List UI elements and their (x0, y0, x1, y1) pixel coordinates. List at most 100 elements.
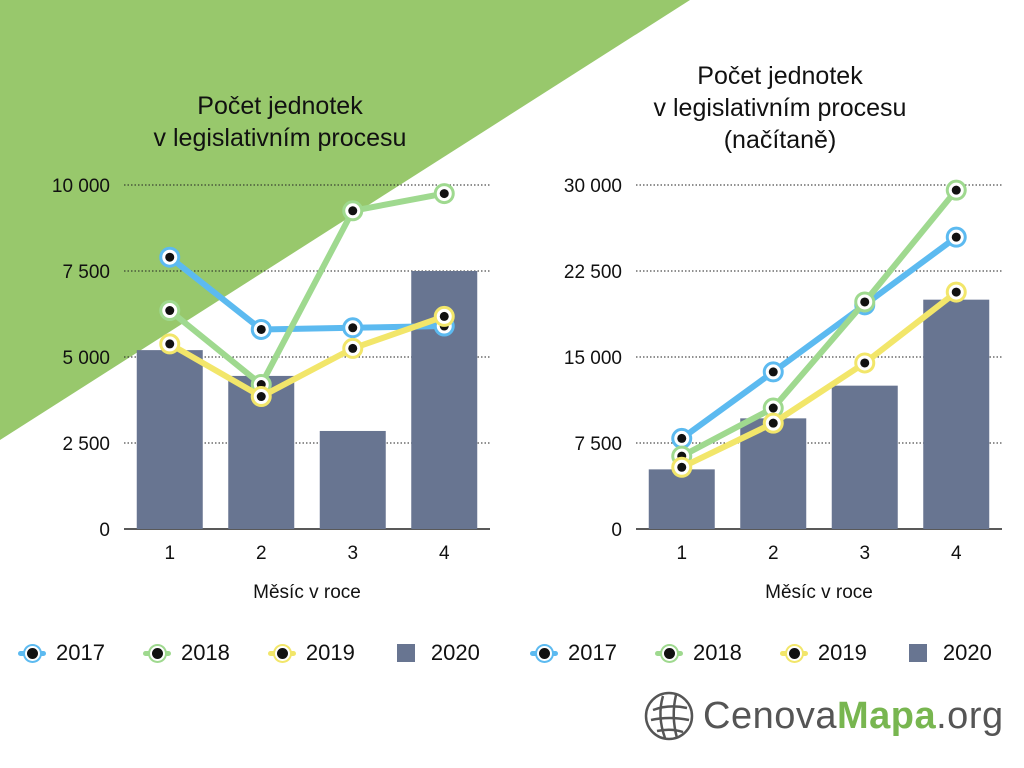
legend-item-2018: 2018 (654, 640, 742, 666)
legend-marker (779, 642, 808, 664)
point-dot (165, 306, 175, 316)
bar (648, 469, 715, 529)
y-tick-label: 7 500 (62, 262, 110, 283)
point-dot (951, 232, 961, 242)
x-tick-label: 3 (859, 543, 870, 564)
legend-marker (654, 642, 683, 664)
data-point (671, 456, 693, 478)
chart-title-left: Počet jednotek v legislativním procesu (60, 90, 500, 154)
point-dot (348, 323, 358, 333)
y-tick-label: 5 000 (62, 348, 110, 369)
line-series-2017 (671, 226, 967, 449)
point-dot (951, 287, 961, 297)
legend-item-2020: 2020 (905, 640, 992, 666)
y-tick-label: 30 000 (564, 176, 622, 197)
bar-series-2020 (648, 299, 990, 529)
point-dot (348, 206, 358, 216)
y-tick-label: 0 (99, 520, 110, 541)
chart-cumulative: 0 7 500 15 000 22 500 30 000 1 2 3 4 Měsíc v roce (564, 176, 1002, 603)
bar (136, 350, 203, 529)
point-dot (256, 392, 266, 402)
legend-label: 2020 (942, 640, 992, 665)
legend-label: 2019 (817, 640, 867, 665)
legend-marker (530, 642, 558, 664)
point-dot (165, 252, 175, 262)
legend-left: 2017 2018 2019 2020 (18, 636, 480, 670)
legend-label: 2020 (430, 640, 480, 665)
point-dot (860, 358, 870, 368)
logo-text: CenovaMapa.org (703, 695, 1004, 738)
data-point (945, 179, 967, 201)
legend-item-2019: 2019 (779, 640, 867, 666)
cenovamapa-logo: CenovaMapa.org (643, 686, 1004, 746)
point-dot (860, 297, 870, 307)
legend-dot (786, 646, 802, 661)
data-point (762, 412, 784, 434)
chart-title-line: v legislativním procesu (153, 124, 407, 152)
data-point (762, 397, 784, 419)
legend-right: 2017 2018 2019 2020 (530, 636, 992, 670)
x-tick-label: 2 (256, 543, 267, 564)
data-point (159, 246, 181, 268)
x-tick-label: 1 (676, 543, 687, 564)
x-tick-label: 4 (439, 543, 450, 564)
y-tick-label: 2 500 (62, 434, 110, 455)
chart-title-line: (načítaně) (723, 126, 837, 154)
x-tick-label: 4 (951, 543, 962, 564)
y-tick-label: 0 (611, 520, 622, 541)
series-line (678, 187, 960, 460)
bar (831, 385, 898, 529)
chart-title-right: Počet jednotek v legislativním procesu (… (560, 60, 1000, 156)
data-point (250, 318, 272, 340)
legend-dot (274, 646, 290, 661)
x-axis-title: Měsíc v roce (765, 582, 873, 603)
point-dot (768, 403, 778, 413)
line-series-2019 (159, 305, 455, 408)
data-point (854, 352, 876, 374)
line-series-2018 (159, 183, 455, 396)
data-point (159, 300, 181, 322)
point-dot (951, 185, 961, 195)
legend-label: 2019 (305, 640, 355, 665)
x-tick-label: 3 (347, 543, 358, 564)
point-dot (256, 324, 266, 334)
data-point (945, 226, 967, 248)
series-line (166, 190, 448, 388)
x-tick-label: 2 (768, 543, 779, 564)
data-point (762, 361, 784, 383)
logo-text-part: Cenova (703, 694, 837, 737)
data-point (159, 333, 181, 355)
data-point (433, 305, 455, 327)
series-line (678, 234, 960, 442)
legend-dot (537, 646, 552, 661)
legend-item-2017: 2017 (18, 640, 105, 666)
legend-label: 2018 (692, 640, 742, 665)
x-axis-title: Měsíc v roce (253, 582, 361, 603)
point-dot (677, 433, 687, 443)
point-dot (165, 339, 175, 349)
point-dot (439, 189, 449, 199)
legend-label: 2018 (180, 640, 230, 665)
bar (319, 430, 386, 529)
point-dot (768, 418, 778, 428)
legend-marker (905, 642, 933, 664)
legend-label: 2017 (568, 640, 617, 665)
line-series-2019 (671, 281, 967, 478)
data-point (854, 291, 876, 313)
y-tick-label: 22 500 (564, 262, 622, 283)
point-dot (677, 462, 687, 472)
bar-series-2020 (136, 271, 478, 529)
point-dot (439, 311, 449, 321)
legend-item-2020: 2020 (393, 640, 480, 666)
series-line (166, 313, 448, 400)
legend-marker (267, 642, 296, 664)
data-point (342, 317, 364, 339)
point-dot (348, 343, 358, 353)
chart-title-line: Počet jednotek (697, 62, 863, 90)
legend-item-2018: 2018 (142, 640, 230, 666)
series-line (678, 289, 960, 471)
legend-marker (393, 642, 421, 664)
y-tick-label: 7 500 (574, 434, 622, 455)
data-point (671, 427, 693, 449)
data-point (433, 183, 455, 205)
